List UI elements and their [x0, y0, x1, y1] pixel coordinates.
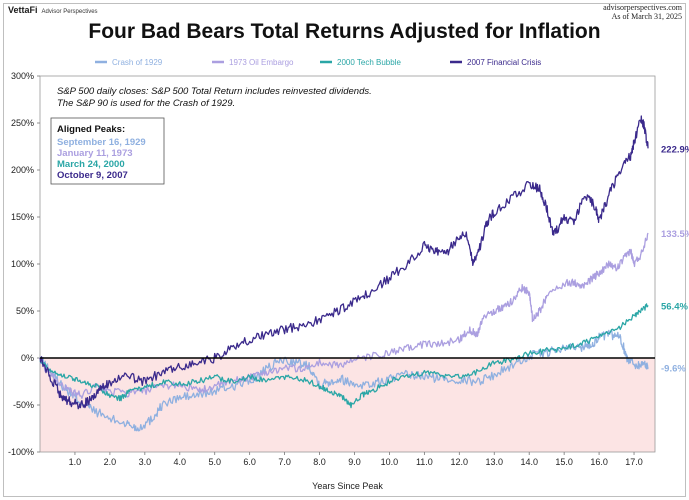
x-tick-label: 14.0: [520, 457, 538, 467]
as-of-date: As of March 31, 2025: [611, 12, 682, 21]
negative-region: [40, 358, 655, 452]
x-tick-label: 7.0: [278, 457, 291, 467]
x-tick-label: 16.0: [590, 457, 608, 467]
x-tick-label: 10.0: [381, 457, 399, 467]
aligned-peak-date: March 24, 2000: [57, 159, 125, 170]
end-value-label: -9.6%: [661, 363, 686, 374]
x-tick-label: 15.0: [555, 457, 573, 467]
x-tick-label: 12.0: [451, 457, 469, 467]
end-value-label: 222.9%: [661, 144, 689, 155]
end-value-label: 56.4%: [661, 301, 688, 312]
series-line: [39, 115, 649, 410]
x-tick-label: 4.0: [174, 457, 187, 467]
source-url: advisorperspectives.com: [603, 3, 682, 12]
y-tick-label: 200%: [11, 165, 34, 175]
y-tick-label: 50%: [16, 306, 34, 316]
series-line: [39, 329, 649, 432]
x-tick-label: 13.0: [485, 457, 503, 467]
brand-logo: VettaFi Advisor Perspectives: [8, 5, 98, 15]
aligned-peak-date: January 11, 1973: [57, 148, 133, 159]
y-tick-label: 100%: [11, 259, 34, 269]
y-tick-label: -100%: [8, 447, 34, 457]
aligned-peaks-title: Aligned Peaks:: [57, 124, 125, 135]
note-line: S&P 500 daily closes: S&P 500 Total Retu…: [57, 86, 372, 97]
x-tick-label: 11.0: [416, 457, 433, 467]
y-tick-label: -50%: [13, 400, 34, 410]
x-tick-label: 8.0: [313, 457, 326, 467]
x-tick-label: 6.0: [243, 457, 256, 467]
aligned-peak-date: October 9, 2007: [57, 170, 128, 181]
legend-label: 1973 Oil Embargo: [229, 58, 294, 67]
aligned-peak-date: September 16, 1929: [57, 137, 146, 148]
x-tick-label: 5.0: [208, 457, 221, 467]
chart-title: Four Bad Bears Total Returns Adjusted fo…: [88, 20, 601, 43]
x-tick-label: 2.0: [104, 457, 117, 467]
y-tick-label: 150%: [11, 212, 34, 222]
y-tick-label: 0%: [21, 353, 34, 363]
legend-label: Crash of 1929: [112, 58, 163, 67]
end-value-label: 133.5%: [661, 229, 689, 240]
aligned-peaks-box: [50, 117, 165, 185]
x-axis-label: Years Since Peak: [312, 481, 383, 491]
legend-label: 2000 Tech Bubble: [337, 58, 401, 67]
x-tick-label: 1.0: [69, 457, 82, 467]
y-tick-label: 250%: [11, 118, 34, 128]
x-tick-label: 9.0: [348, 457, 361, 467]
source-info: advisorperspectives.com As of March 31, …: [603, 3, 682, 21]
legend-label: 2007 Financial Crisis: [467, 58, 541, 67]
series-line: [39, 303, 649, 409]
series-line: [39, 232, 649, 399]
note-line: The S&P 90 is used for the Crash of 1929…: [57, 98, 235, 109]
y-tick-label: 300%: [11, 71, 34, 81]
x-tick-label: 17.0: [625, 457, 643, 467]
x-tick-label: 3.0: [139, 457, 152, 467]
